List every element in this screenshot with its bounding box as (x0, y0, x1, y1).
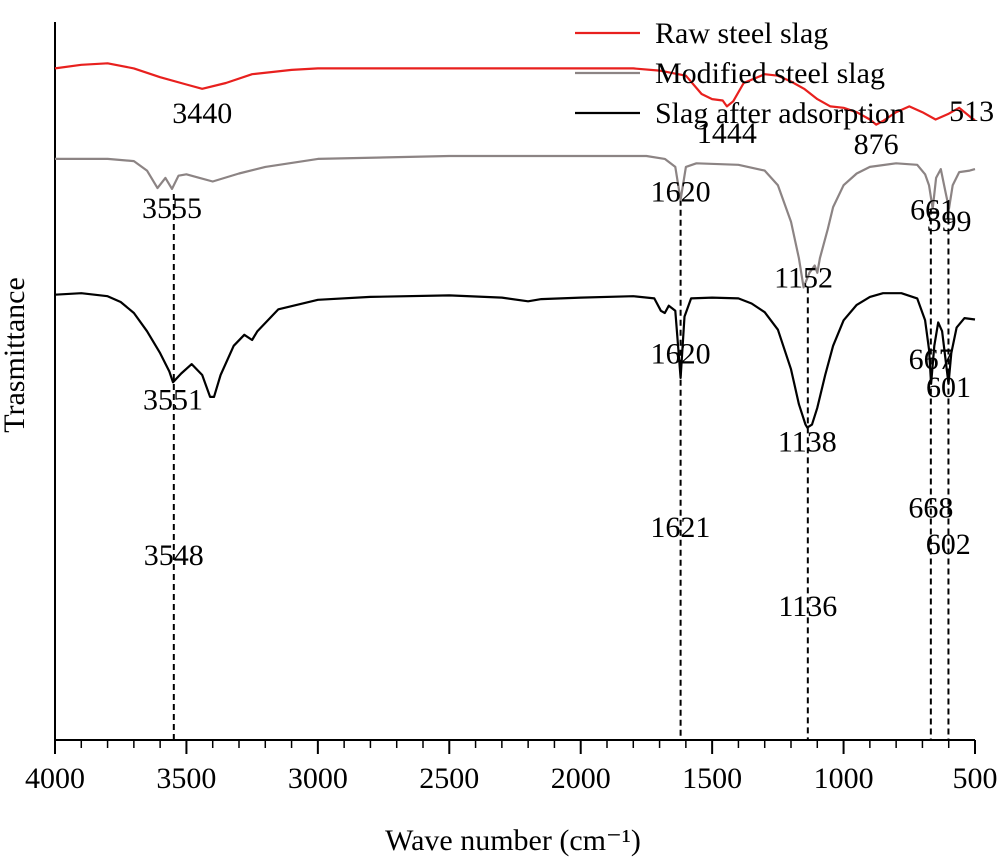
x-tick-label: 500 (953, 762, 998, 795)
x-tick-label: 4000 (25, 762, 85, 795)
peak-label: 667 (909, 343, 954, 376)
legend-label: Slag after adsorption (655, 97, 905, 130)
x-tick-label: 1500 (682, 762, 742, 795)
legend-label: Raw steel slag (655, 17, 828, 50)
y-axis-label: Trasmittance (0, 277, 31, 433)
series-line (55, 154, 976, 289)
peak-label: 668 (908, 491, 953, 524)
peak-label: 601 (926, 371, 971, 404)
x-tick-label: 3500 (156, 762, 216, 795)
x-tick-label: 2000 (551, 762, 611, 795)
peak-label: 1620 (651, 175, 711, 208)
peak-label: 3555 (142, 192, 202, 225)
peak-label: 599 (926, 205, 971, 238)
peak-label: 3440 (172, 97, 232, 130)
series-line (54, 292, 976, 429)
x-tick-label: 1000 (814, 762, 874, 795)
peak-label: 876 (854, 128, 899, 161)
peak-label: 513 (949, 95, 994, 128)
peak-label: 1152 (774, 261, 833, 294)
legend: Raw steel slag Modified steel slag Slag af… (575, 17, 905, 130)
peak-label: 3548 (144, 539, 204, 572)
series-layer (54, 62, 976, 429)
x-tick-label: 2500 (419, 762, 479, 795)
legend-label: Modified steel slag (655, 57, 885, 90)
peak-label: 1620 (651, 337, 711, 370)
x-tick-label: 3000 (288, 762, 348, 795)
peak-label: 1621 (650, 511, 710, 544)
peak-label: 602 (926, 528, 971, 561)
x-axis: 4000 3500 3000 2500 2000 1500 1000 500 (25, 740, 998, 795)
peak-label: 1138 (778, 426, 837, 459)
plot-frame (54, 22, 975, 741)
peak-label: 1136 (778, 590, 837, 623)
peak-label: 3551 (143, 383, 203, 416)
series-line (54, 62, 976, 126)
reference-lines (172, 193, 950, 740)
x-axis-label: Wave number (cm⁻¹) (385, 824, 641, 857)
peak-label: 1444 (697, 117, 757, 150)
peak-label: 661 (910, 194, 955, 227)
